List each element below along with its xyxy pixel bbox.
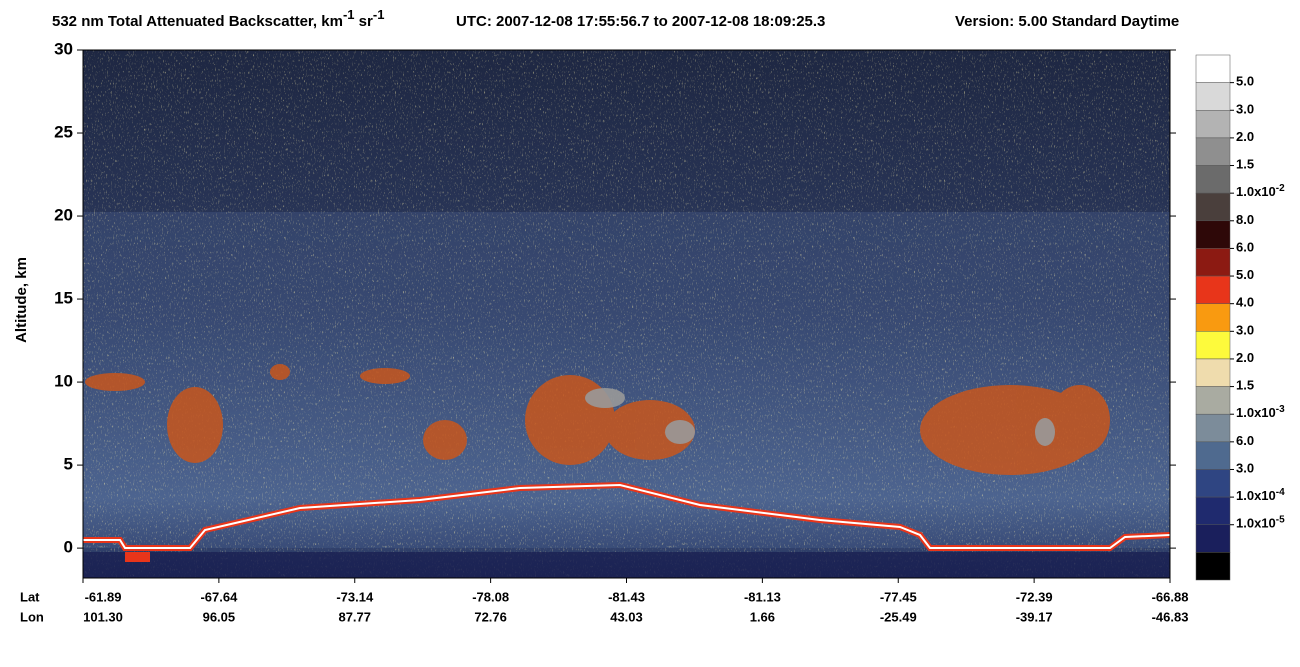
colorbar-label: 5.0 <box>1236 267 1254 282</box>
x-tick-label: -73.14 <box>336 589 374 604</box>
x-tick-label: 101.30 <box>83 609 123 624</box>
y-axis-label: Altitude, km <box>13 257 30 343</box>
y-tick-label: 10 <box>54 372 73 391</box>
y-tick-label: 5 <box>64 455 73 474</box>
colorbar-label-text: 6.0 <box>1236 240 1254 255</box>
colorbar-label: 2.0 <box>1236 350 1254 365</box>
x-tick-label: -46.83 <box>1152 609 1189 624</box>
colorbar-label: 4.0 <box>1236 295 1254 310</box>
colorbar-label: 1.0x10-5 <box>1236 514 1285 531</box>
colorbar-swatch <box>1195 303 1231 332</box>
x-tick-label: -66.88 <box>1152 589 1189 604</box>
x-tick-label: 1.66 <box>750 609 775 624</box>
colorbar-label-exp: -5 <box>1276 514 1285 525</box>
colorbar-label-text: 2.0 <box>1236 350 1254 365</box>
colorbar-label-text: 3.0 <box>1236 461 1254 476</box>
x-tick-label: 43.03 <box>610 609 643 624</box>
colorbar-swatch <box>1195 82 1231 111</box>
chart-subtitle: UTC: 2007-12-08 17:55:56.7 to 2007-12-08… <box>456 13 825 30</box>
version-label: Version: 5.00 Standard Daytime <box>955 13 1179 30</box>
x-row-name: Lat <box>20 589 40 604</box>
colorbar-label: 6.0 <box>1236 433 1254 448</box>
y-tick-label: 15 <box>54 289 73 308</box>
colorbar-label-text: 1.0x10 <box>1236 516 1276 531</box>
colorbar-swatch <box>1195 331 1231 360</box>
chart-title: 532 nm Total Attenuated Backscatter, km-… <box>52 7 384 30</box>
x-tick-label: -77.45 <box>880 589 917 604</box>
colorbar-swatch <box>1195 524 1231 553</box>
x-tick-label: -25.49 <box>880 609 917 624</box>
colorbar-label-text: 5.0 <box>1236 74 1254 89</box>
y-tick-label: 20 <box>54 206 73 225</box>
colorbar-label: 5.0 <box>1236 74 1254 89</box>
colorbar-label-text: 1.0x10 <box>1236 489 1276 504</box>
colorbar-label: 8.0 <box>1236 212 1254 227</box>
x-tick-label: -81.13 <box>744 589 781 604</box>
backscatter-image <box>83 50 1171 578</box>
colorbar-label-text: 1.0x10 <box>1236 185 1276 200</box>
x-tick-label: -61.89 <box>85 589 122 604</box>
colorbar-swatch <box>1195 275 1231 304</box>
colorbar-label: 1.0x10-4 <box>1236 487 1285 504</box>
colorbar-swatch <box>1195 441 1231 470</box>
colorbar-swatch <box>1195 54 1231 83</box>
colorbar-label: 3.0 <box>1236 461 1254 476</box>
y-tick-label: 25 <box>54 123 73 142</box>
x-tick-label: -72.39 <box>1016 589 1053 604</box>
x-row-name: Lon <box>20 609 44 624</box>
colorbar-label-exp: -2 <box>1276 183 1285 194</box>
colorbar-swatch <box>1195 137 1231 166</box>
x-tick-label: -67.64 <box>200 589 238 604</box>
colorbar-label: 1.5 <box>1236 157 1254 172</box>
colorbar-label-text: 3.0 <box>1236 102 1254 117</box>
x-tick-label: 72.76 <box>474 609 507 624</box>
y-tick-label: 0 <box>64 538 73 557</box>
colorbar-swatch <box>1195 552 1231 581</box>
colorbar-swatch <box>1195 248 1231 277</box>
colorbar-swatch <box>1195 496 1231 525</box>
colorbar-label-text: 5.0 <box>1236 267 1254 282</box>
x-tick-label: -39.17 <box>1016 609 1053 624</box>
colorbar-swatch <box>1195 469 1231 498</box>
colorbar-label-text: 8.0 <box>1236 212 1254 227</box>
colorbar-label-text: 2.0 <box>1236 129 1254 144</box>
x-tick-label: -81.43 <box>608 589 645 604</box>
colorbar-swatch <box>1195 110 1231 139</box>
colorbar-label-exp: -4 <box>1276 487 1285 498</box>
colorbar-label-exp: -3 <box>1276 404 1285 415</box>
colorbar-label: 1.5 <box>1236 378 1254 393</box>
x-tick-label: -78.08 <box>472 589 509 604</box>
colorbar-swatch <box>1195 220 1231 249</box>
colorbar-label: 1.0x10-3 <box>1236 404 1285 421</box>
colorbar-swatch <box>1195 386 1231 415</box>
colorbar-swatch <box>1195 192 1231 222</box>
colorbar-label: 3.0 <box>1236 102 1254 117</box>
colorbar-label: 1.0x10-2 <box>1236 183 1285 200</box>
colorbar-label-text: 1.0x10 <box>1236 406 1276 421</box>
colorbar-label-text: 1.5 <box>1236 378 1254 393</box>
y-tick-label: 30 <box>54 39 73 58</box>
colorbar-label-text: 1.5 <box>1236 157 1254 172</box>
x-tick-label: 87.77 <box>338 609 371 624</box>
colorbar-label: 2.0 <box>1236 129 1254 144</box>
colorbar-label-text: 4.0 <box>1236 295 1254 310</box>
colorbar-label: 3.0 <box>1236 323 1254 338</box>
x-tick-label: 96.05 <box>203 609 236 624</box>
colorbar-label-text: 6.0 <box>1236 433 1254 448</box>
colorbar-label-text: 3.0 <box>1236 323 1254 338</box>
colorbar-swatch <box>1195 413 1231 443</box>
colorbar-swatch <box>1195 358 1231 387</box>
colorbar-swatch <box>1195 165 1231 194</box>
colorbar-label: 6.0 <box>1236 240 1254 255</box>
